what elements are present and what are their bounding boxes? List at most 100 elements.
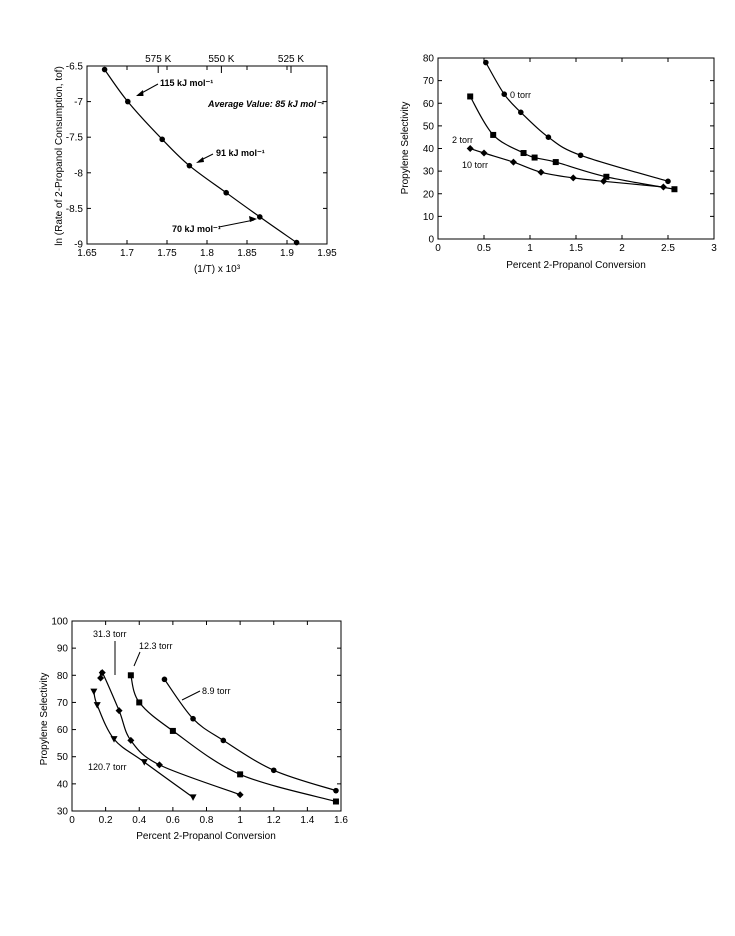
chart2-series-1-point-2 bbox=[169, 727, 176, 734]
chart1-xtick-label-5: 2.5 bbox=[661, 243, 675, 254]
chart2-xtick-label-1: 0.2 bbox=[99, 815, 113, 826]
chart2-series-2-point-3 bbox=[127, 736, 135, 744]
chart0-series-0-point-5 bbox=[257, 214, 263, 220]
chart1-series-1-point-3 bbox=[531, 154, 538, 161]
chart2-xtick-label-6: 1.2 bbox=[267, 815, 281, 826]
chart2-xtick-label-8: 1.6 bbox=[334, 815, 348, 826]
chart2-series-0-point-1 bbox=[190, 715, 196, 722]
chart1-series-2-point-1 bbox=[480, 149, 488, 157]
arrow-70 bbox=[218, 219, 255, 228]
chart1-xlabel: Percent 2-Propanol Conversion bbox=[506, 260, 646, 271]
chart0-series-0-point-2 bbox=[159, 136, 165, 143]
chart1-xtick-label-0: 0 bbox=[435, 243, 441, 254]
pointer-8-torr bbox=[181, 690, 201, 701]
chart1-series-1-point-4 bbox=[552, 159, 559, 166]
chart0-xtick-label-4: 1.85 bbox=[237, 248, 257, 259]
chart2-ytick-label-4: 70 bbox=[57, 698, 69, 709]
chart0-xtick-label-1: 1.7 bbox=[120, 248, 134, 259]
chart1-series-2-point-6 bbox=[659, 183, 667, 191]
chart2-ytick-label-7: 100 bbox=[51, 617, 68, 628]
annotation-70: 70 kJ mol⁻¹ bbox=[172, 224, 221, 234]
chart1-series-0-point-4 bbox=[577, 152, 584, 159]
chart2-xtick-label-3: 0.6 bbox=[166, 815, 180, 826]
chart0-top-tick-label-0: 575 K bbox=[145, 54, 171, 65]
chart1-series-1-point-2 bbox=[520, 150, 527, 157]
chart1-series-0-point-1 bbox=[501, 91, 508, 97]
series-label-31-torr: 31.3 torr bbox=[93, 629, 127, 639]
chart2-series-1-point-0 bbox=[127, 672, 134, 679]
chart2-series-1-point-1 bbox=[136, 699, 143, 706]
chart1-series-1-point-5 bbox=[603, 173, 610, 180]
chart2-series-2-point-0 bbox=[97, 674, 105, 682]
chart1-xtick-label-2: 1 bbox=[527, 243, 533, 254]
series-label-120-torr: 120.7 torr bbox=[88, 762, 127, 772]
chart2-xtick-label-5: 1 bbox=[237, 815, 243, 826]
chart2-series-0-point-4 bbox=[333, 787, 339, 794]
chart2-xtick-label-4: 0.8 bbox=[200, 815, 214, 826]
chart0-xtick-label-0: 1.65 bbox=[77, 248, 97, 259]
chart1-series-0-point-3 bbox=[545, 134, 552, 140]
chart0-xtick-label-2: 1.75 bbox=[157, 248, 177, 259]
chart1-xtick-label-1: 0.5 bbox=[477, 243, 491, 254]
chart1-series-1-point-1 bbox=[490, 131, 497, 138]
chart1-ytick-label-4: 40 bbox=[423, 144, 435, 155]
chart2-xtick-label-7: 1.4 bbox=[300, 815, 314, 826]
chart1-ytick-label-2: 20 bbox=[423, 189, 435, 200]
chart1-series-2-point-0 bbox=[466, 145, 474, 152]
series-label-12-torr: 12.3 torr bbox=[139, 641, 173, 651]
chart2-ytick-label-2: 50 bbox=[57, 752, 69, 763]
chart2-series-2-point-4 bbox=[155, 761, 163, 769]
chart2-ytick-label-0: 30 bbox=[57, 807, 69, 818]
chart2-series-2-point-5 bbox=[236, 791, 244, 799]
chart0-series-0-point-6 bbox=[293, 239, 300, 246]
chart2-series-1-point-4 bbox=[332, 798, 339, 805]
chart2-ytick-label-3: 60 bbox=[57, 725, 69, 736]
series-label-0-torr: 0 torr bbox=[510, 90, 531, 100]
chart0-series-0-point-3 bbox=[186, 162, 193, 169]
chart2-series-2-point-2 bbox=[115, 707, 123, 715]
chart1-ytick-label-7: 70 bbox=[423, 76, 435, 87]
selectivity-chart-1: Propylene Selectivity Percent 2-Propanol… bbox=[400, 54, 717, 272]
chart0-top-tick-label-2: 525 K bbox=[278, 54, 304, 65]
chart1-ytick-label-5: 50 bbox=[423, 121, 435, 132]
chart0-series-0-point-1 bbox=[125, 98, 131, 105]
chart1-series-1-point-6 bbox=[671, 186, 678, 193]
chart2-xlabel: Percent 2-Propanol Conversion bbox=[136, 831, 276, 842]
chart1-xtick-label-6: 3 bbox=[711, 243, 717, 254]
chart2-series-1-point-3 bbox=[237, 771, 244, 778]
chart1-ytick-label-8: 80 bbox=[423, 54, 435, 65]
chart1-series-2-point-3 bbox=[537, 168, 545, 176]
series-label-2-torr: 2 torr bbox=[452, 135, 473, 145]
chart1-series-2-point-2 bbox=[509, 158, 517, 166]
chart2-series-2-point-1 bbox=[98, 669, 106, 677]
chart2-series-3-point-3 bbox=[140, 759, 148, 766]
chart1-xtick-label-4: 2 bbox=[619, 243, 625, 254]
chart2-series-0-point-2 bbox=[220, 737, 227, 744]
arrowhead-91 bbox=[196, 157, 204, 163]
arrhenius-chart: ln (Rate of 2-Propanol Consumption, tof)… bbox=[54, 54, 337, 275]
chart2-xtick-label-2: 0.4 bbox=[132, 815, 146, 826]
chart0-series-0-point-4 bbox=[223, 189, 229, 196]
chart2-ylabel: Propylene Selectivity bbox=[39, 673, 50, 766]
chart2-series-3-point-0 bbox=[90, 688, 98, 696]
chart0-xlabel: (1/T) x 10³ bbox=[194, 264, 241, 275]
arrowhead-70 bbox=[249, 216, 257, 222]
chart1-series-0-point-5 bbox=[665, 178, 671, 185]
chart0-ytick-label-2: -7.5 bbox=[66, 133, 84, 144]
chart1-ytick-label-0: 0 bbox=[428, 235, 434, 246]
chart0-top-tick-label-1: 550 K bbox=[208, 54, 234, 65]
chart1-ytick-label-6: 60 bbox=[423, 99, 435, 110]
chart1-series-1-point-0 bbox=[467, 93, 474, 100]
annotation-91: 91 kJ mol⁻¹ bbox=[216, 148, 265, 158]
series-label-8-torr: 8.9 torr bbox=[202, 686, 231, 696]
chart0-ytick-label-5: -9 bbox=[74, 240, 83, 251]
arrowhead-115 bbox=[136, 90, 144, 96]
chart2-series-3-point-1 bbox=[93, 702, 101, 709]
annotation-average: Average Value: 85 kJ mol⁻¹ bbox=[207, 99, 324, 109]
chart1-ylabel: Propylene Selectivity bbox=[400, 102, 411, 195]
series-label-10-torr: 10 torr bbox=[462, 160, 488, 170]
chart2-series-3-point-2 bbox=[110, 736, 118, 743]
chart0-xtick-label-5: 1.9 bbox=[280, 248, 294, 259]
chart2-series-3-point-4 bbox=[189, 794, 197, 801]
